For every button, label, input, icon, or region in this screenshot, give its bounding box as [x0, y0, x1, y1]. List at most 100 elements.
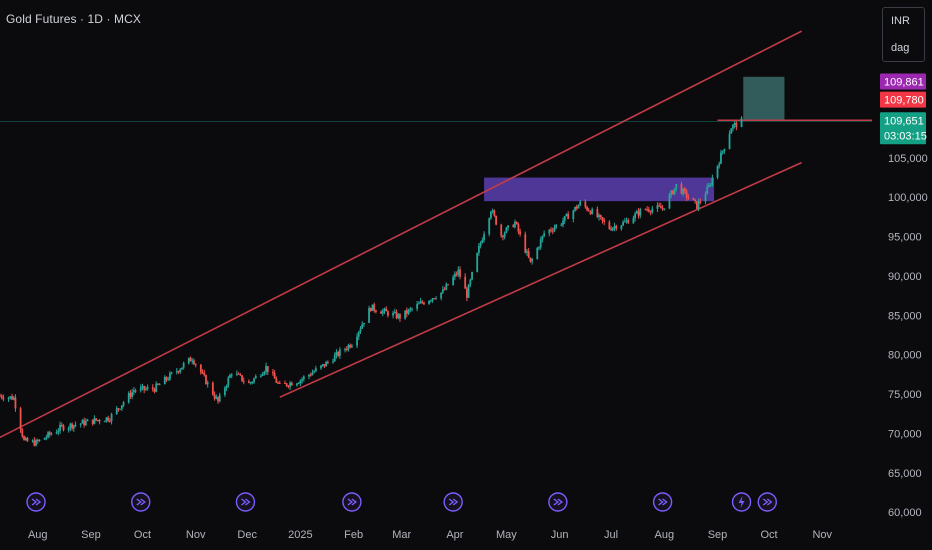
candle-body [598, 215, 600, 218]
candle-body [275, 378, 278, 383]
candle-body [132, 390, 135, 393]
candle-body [189, 357, 192, 362]
candle-body [74, 424, 77, 426]
candle-body [359, 328, 362, 332]
candle-body [708, 185, 710, 187]
y-tick-label: 90,000 [888, 271, 922, 283]
candle-body [526, 251, 528, 253]
candle-body [349, 344, 352, 348]
candle-body [43, 437, 46, 440]
candle-body [718, 163, 721, 166]
candle-body [91, 419, 94, 424]
candle-body [309, 374, 312, 376]
candle-body [671, 190, 674, 195]
candle-body [512, 225, 515, 228]
candle-body [493, 210, 496, 216]
candle-body [215, 396, 218, 399]
chevron-icon [553, 498, 564, 506]
y-tick-label: 75,000 [888, 389, 922, 401]
candle-body [363, 322, 365, 325]
candle-body [260, 375, 262, 377]
candle-body [71, 423, 73, 429]
candle-body [371, 304, 374, 311]
candle-body [83, 420, 86, 426]
candle-body [586, 206, 588, 211]
candle-body [490, 211, 492, 219]
candle-body [335, 351, 338, 356]
candle-body [637, 211, 640, 216]
candle-body [579, 201, 582, 206]
candle-body [229, 374, 231, 378]
candle-body [683, 188, 686, 192]
candle-body [623, 221, 626, 223]
candle-body [519, 231, 522, 235]
y-tick-label: 60,000 [888, 507, 922, 519]
candle-body [514, 221, 516, 228]
candle-body [110, 414, 113, 422]
resistance-zone [484, 177, 715, 202]
candle-body [289, 382, 291, 387]
candle-body [0, 395, 3, 398]
candle-body [720, 152, 722, 164]
candle-body [48, 432, 51, 435]
candle-body [181, 367, 183, 370]
candle-body [393, 311, 396, 313]
candle-body [431, 298, 434, 301]
candle-body [608, 221, 611, 230]
candle-body [350, 345, 353, 348]
candle-body [285, 383, 288, 386]
candle-body [524, 234, 527, 253]
candle-body [527, 251, 530, 258]
candle-body [478, 245, 480, 253]
chevron-icon [31, 498, 42, 506]
candle-body [625, 220, 628, 222]
candle-body [550, 229, 552, 231]
candle-body [230, 374, 233, 376]
candle-body [278, 382, 281, 384]
candle-body [682, 188, 685, 194]
candle-body [79, 423, 82, 425]
candle-body [733, 123, 736, 125]
candle-body [119, 408, 122, 410]
candle-body [84, 421, 87, 426]
candle-body [296, 383, 298, 386]
candle-body [505, 227, 508, 233]
candle-body [639, 209, 642, 216]
candle-body [134, 390, 137, 392]
price-tag-label: 109,861 [884, 77, 924, 89]
candle-body [385, 308, 388, 312]
x-tick-label: Nov [186, 529, 206, 541]
candle-body [323, 364, 326, 367]
candle-body [338, 349, 341, 356]
candle-body [326, 361, 329, 363]
candle-body [187, 357, 190, 364]
candle-body [716, 165, 719, 178]
chevron-icon [448, 498, 459, 506]
currency-unit-box[interactable]: INR dag [882, 7, 925, 62]
candle-body [23, 436, 25, 441]
candle-body [441, 289, 444, 293]
candle-body [541, 235, 544, 240]
candle-body [368, 308, 370, 323]
candle-body [399, 314, 401, 319]
candle-body [14, 397, 17, 409]
candle-body [108, 420, 111, 422]
candle-body [515, 221, 518, 225]
candle-body [199, 364, 202, 373]
chevron-icon [136, 498, 146, 506]
candle-body [325, 361, 328, 367]
channel-line-lower [279, 161, 802, 398]
candle-body [117, 408, 120, 410]
candle-body [35, 440, 37, 446]
candle-body [644, 209, 647, 211]
candle-body [139, 387, 142, 391]
candle-body [551, 230, 554, 232]
candle-body [93, 418, 96, 424]
candle-body [548, 229, 551, 234]
candle-body [33, 440, 36, 446]
candle-body [86, 419, 89, 422]
x-tick-label: Oct [134, 529, 151, 541]
candle-body [163, 377, 166, 385]
